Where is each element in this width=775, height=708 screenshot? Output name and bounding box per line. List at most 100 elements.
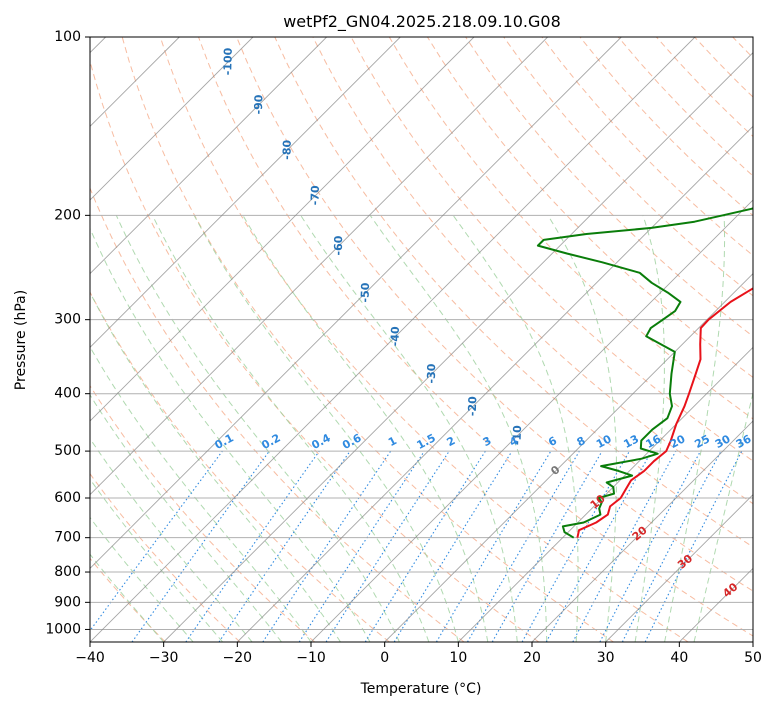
isotherm-line <box>237 125 753 642</box>
moist-adiabat-line <box>152 215 430 642</box>
mixing-ratio-line <box>393 450 513 642</box>
isotherm-label: -60 <box>332 235 346 256</box>
y-tick-label: 1000 <box>45 621 81 637</box>
mixing-ratio-label: 20 <box>668 432 688 451</box>
x-tick-label: −40 <box>75 650 105 666</box>
x-tick-label: 30 <box>597 650 615 666</box>
y-tick-label: 300 <box>54 312 81 328</box>
isotherm-line <box>90 37 401 348</box>
isotherm-line <box>90 37 622 569</box>
dry-adiabat-line <box>90 59 540 642</box>
moist-adiabat-line <box>452 215 579 642</box>
mixing-ratio-line <box>131 450 270 642</box>
moist-adiabat-line <box>664 215 726 642</box>
isotherm-label: -70 <box>308 185 322 206</box>
isotherm-label: -50 <box>359 282 373 303</box>
x-tick-label: 10 <box>449 650 467 666</box>
isotherm-label: -10 <box>511 425 525 446</box>
dry-adiabat-line <box>388 37 753 420</box>
x-axis-label: Temperature (°C) <box>360 681 482 697</box>
moist-adiabat-line <box>369 215 548 642</box>
y-tick-label: 400 <box>54 386 81 402</box>
dry-adiabat-line <box>426 37 753 378</box>
x-axis: −40 −30 −20 −10 0 10 20 30 40 50 <box>75 642 762 666</box>
isotherm-line <box>458 346 753 642</box>
y-tick-label: 500 <box>54 443 81 459</box>
temperature-profile-line <box>576 287 753 538</box>
y-tick-label: 600 <box>54 490 81 506</box>
y-tick-label: 800 <box>54 564 81 580</box>
moist-adiabat-line <box>90 437 253 642</box>
y-tick-label: 900 <box>54 594 81 610</box>
dry-adiabat-line <box>236 37 753 592</box>
isotherm-label: -90 <box>252 94 266 115</box>
mixing-ratio-line <box>262 450 392 642</box>
chart-title: wetPf2_GN04.2025.218.09.10.G08 <box>283 12 561 32</box>
dewpoint-profile-line <box>536 207 753 539</box>
mixing-ratio-label: 36 <box>734 432 754 451</box>
isotherm-line <box>90 37 548 496</box>
dry-adiabat-line <box>90 384 316 642</box>
dry-adiabat-line <box>90 472 241 642</box>
y-tick-label: 100 <box>54 29 81 45</box>
isotherm-grid <box>90 37 753 642</box>
mixing-ratio-line <box>572 450 677 642</box>
moist-adiabat-line <box>90 345 312 642</box>
isotherm-label: -100 <box>221 47 235 75</box>
dry-adiabat-line <box>274 37 753 548</box>
moist-adiabat-line <box>90 478 223 642</box>
moist-adiabat-line <box>193 215 459 642</box>
dry-adiabat-line <box>465 37 753 338</box>
x-tick-label: −30 <box>149 650 179 666</box>
isotherm-label: -30 <box>425 363 439 384</box>
dry-adiabat-line <box>90 186 465 642</box>
mixing-ratio-label: 16 <box>644 432 664 451</box>
isotherm-label: -40 <box>388 326 402 347</box>
isotherm-line <box>384 273 753 642</box>
y-tick-label: 200 <box>54 207 81 223</box>
dry-adiabat-line <box>312 37 753 505</box>
dry-adiabat-line <box>90 291 390 642</box>
dry-adiabat-line <box>159 37 689 642</box>
isotherm-line <box>90 37 327 275</box>
isotherm-line <box>531 420 753 642</box>
isotherm-line <box>163 52 753 642</box>
x-tick-label: −10 <box>296 650 326 666</box>
mixing-ratio-label: 13 <box>621 432 641 451</box>
moist-adiabat-line <box>115 215 400 642</box>
mixing-ratio-line <box>644 450 743 642</box>
moist-adiabat-line <box>547 215 617 642</box>
plot-frame <box>89 36 754 643</box>
moist-adiabat-line <box>90 394 282 642</box>
isotherm-label: -20 <box>466 396 480 417</box>
x-tick-label: −20 <box>223 650 253 666</box>
mixing-ratio-label: 10 <box>594 432 614 451</box>
mixing-ratio-label: 30 <box>713 432 733 451</box>
x-tick-label: 0 <box>380 650 389 666</box>
isobar-grid <box>90 37 753 630</box>
mixing-ratio-line <box>185 450 320 642</box>
mixing-ratio-line <box>521 450 630 642</box>
isotherm-line <box>90 37 475 422</box>
mixing-ratio-line <box>325 450 450 642</box>
isotherm-line <box>605 494 753 642</box>
moist-adiabat-line <box>634 215 665 642</box>
x-tick-label: 20 <box>523 650 541 666</box>
dry-adiabat-line <box>503 37 753 297</box>
x-tick-label: 40 <box>670 650 688 666</box>
y-axis: 1000 900 800 700 600 500 400 300 200 100 <box>45 29 90 637</box>
mixing-ratio-lines <box>90 450 743 642</box>
x-tick-label: 50 <box>744 650 762 666</box>
mixing-ratio-label: 25 <box>692 432 712 451</box>
isotherm-line <box>310 199 753 642</box>
y-tick-label: 700 <box>54 530 81 546</box>
mixing-ratio-line <box>90 450 223 632</box>
dry-adiabat-line <box>121 37 614 642</box>
mixing-ratio-line <box>298 450 425 642</box>
isotherm-label: -80 <box>280 139 294 160</box>
isotherm-line <box>90 37 696 642</box>
mixing-ratio-line <box>545 450 653 642</box>
y-axis-label: Pressure (hPa) <box>13 290 29 390</box>
